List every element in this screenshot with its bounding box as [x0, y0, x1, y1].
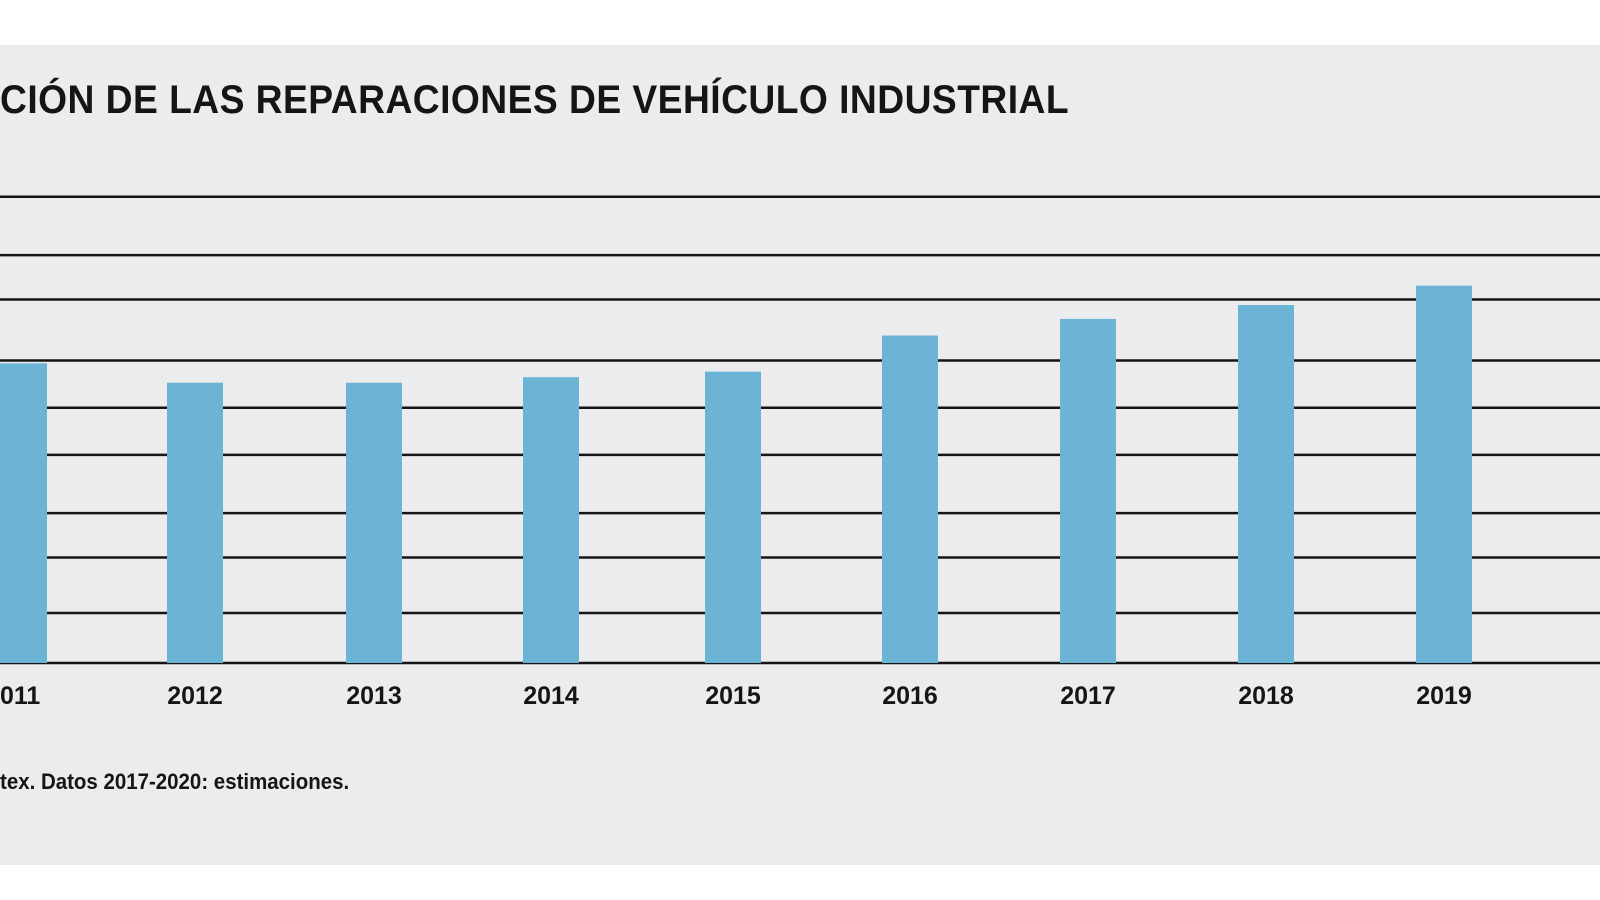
bar-2019	[1416, 285, 1472, 663]
bar-011	[0, 363, 47, 663]
gridlines	[0, 195, 1600, 665]
bar-2018	[1238, 305, 1294, 663]
x-tick-label: 2013	[346, 682, 402, 710]
x-tick-label: 011	[0, 682, 40, 710]
x-axis-tick-labels: 011 2012 2013 2014 2015 2016 2017 2018 2019	[0, 682, 1472, 710]
chart-title: CIÓN DE LAS REPARACIONES DE VEHÍCULO IND…	[0, 78, 1070, 122]
x-tick-label: 2019	[1416, 682, 1472, 710]
bar-2016	[882, 335, 938, 663]
bar-2012	[167, 382, 223, 663]
x-tick-label: 2018	[1238, 682, 1294, 710]
x-tick-label: 2012	[167, 682, 223, 710]
x-tick-label: 2015	[705, 682, 761, 710]
x-tick-label: 2016	[882, 682, 938, 710]
x-tick-label: 2014	[523, 682, 579, 710]
bar-2015	[705, 371, 761, 663]
bars	[0, 285, 1472, 663]
bar-2013	[346, 382, 402, 663]
x-tick-label: 2017	[1060, 682, 1116, 710]
bar-2014	[523, 377, 579, 663]
source-footnote: tex. Datos 2017-2020: estimaciones.	[0, 769, 350, 794]
bar-2017	[1060, 318, 1116, 663]
